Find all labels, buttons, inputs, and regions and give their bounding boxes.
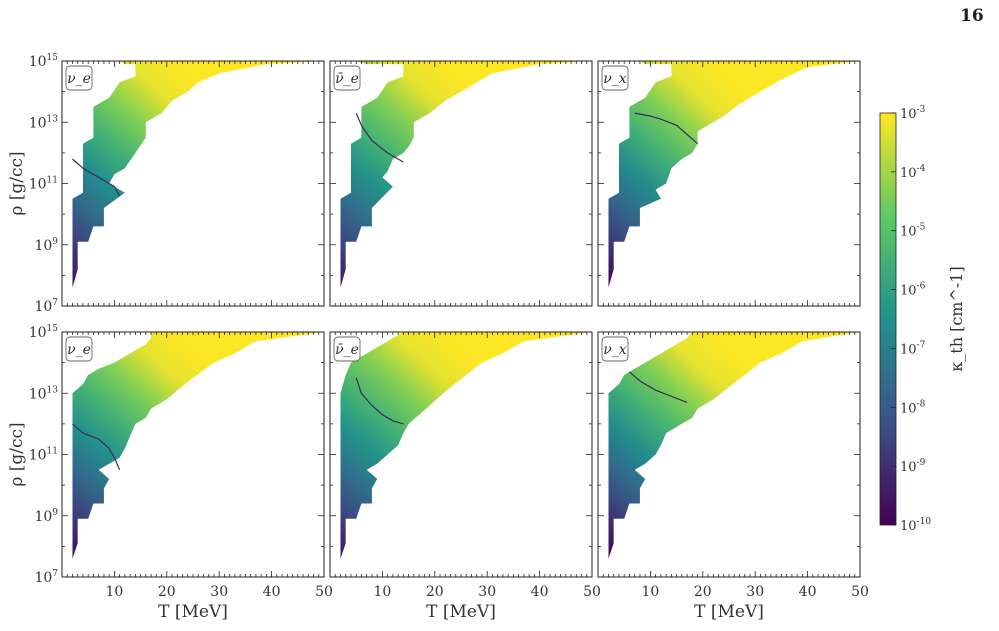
panel-3: ν_x (597, 60, 861, 307)
panel-label: ν_e (67, 71, 91, 87)
contour-line (355, 112, 404, 163)
colorbar-tick-label: 10-8 (900, 399, 926, 416)
y-tick-label: 1015 (29, 324, 59, 341)
opacity-region (608, 332, 860, 559)
colorbar: 10-3 10-4 10-5 10-6 10-7 10-8 10-9 10-10 κ_th [c… (879, 105, 966, 534)
x-tick-label: 40 (531, 584, 549, 600)
y-tick-label: 1013 (29, 114, 59, 131)
opacity-region (340, 332, 592, 559)
colorbar-tick-label: 10-7 (900, 340, 926, 357)
panel-label: ν̄_e (335, 71, 359, 87)
panel-label-box (601, 336, 629, 362)
panel-6: ν_x 10 20 30 40 50 (597, 331, 869, 600)
opacity-region (72, 332, 324, 559)
x-tick-label: 20 (158, 584, 176, 600)
page-number: 16 (960, 6, 984, 26)
panel-label: ν_e (67, 342, 91, 358)
x-tick-label: 10 (641, 584, 659, 600)
y-axis-label: ρ [g/cc] (7, 422, 27, 486)
panel-label-box (65, 65, 93, 91)
x-axis-label: T [MeV] (694, 602, 764, 622)
x-tick-label: 30 (746, 584, 764, 600)
panel-label-box (65, 336, 93, 362)
x-tick-label: 20 (426, 584, 444, 600)
x-tick-label: 40 (263, 584, 281, 600)
panel-label: ν_x (603, 342, 627, 358)
colorbar-bar (879, 112, 897, 526)
panel-2: ν̄_e (329, 60, 593, 307)
x-tick-label: 40 (799, 584, 817, 600)
colorbar-tick-label: 10-9 (900, 458, 926, 475)
x-tick-label: 30 (210, 584, 228, 600)
axis-labels: ρ [g/cc] ρ [g/cc] T [MeV] T [MeV] T [MeV] (7, 151, 764, 622)
y-tick-label: 109 (34, 508, 58, 525)
colorbar-tick-label: 10-10 (900, 517, 931, 534)
colorbar-tick-label: 10-3 (900, 105, 926, 122)
x-tick-label: 50 (583, 584, 601, 600)
panel-label-box (333, 336, 361, 362)
x-tick-label: 20 (694, 584, 712, 600)
colorbar-tick-label: 10-6 (900, 282, 926, 299)
contour-line (72, 423, 121, 471)
panel-label: ν̄_e (335, 342, 359, 358)
panel-label: ν_x (603, 71, 627, 87)
y-tick-label: 1011 (29, 447, 58, 464)
y-tick-label: 109 (34, 237, 58, 254)
y-axis-label: ρ [g/cc] (7, 151, 27, 215)
panel-label-box (333, 65, 361, 91)
x-axis-label: T [MeV] (158, 602, 228, 622)
contour-line (629, 371, 688, 403)
panel-4: ν_e 107 109 1011 1013 1015 10 20 30 40 50 (29, 324, 333, 600)
opacity-region (340, 61, 592, 288)
y-tick-label: 1015 (29, 53, 59, 70)
panel-1: ν_e 107 109 1011 1013 1015 (29, 53, 325, 315)
colorbar-tick-label: 10-4 (900, 164, 926, 181)
contour-line (634, 112, 698, 145)
panel-label-box (601, 65, 629, 91)
panel-5: ν̄_e 10 20 30 40 50 (329, 331, 601, 600)
y-tick-label: 1013 (29, 385, 59, 402)
x-tick-label: 30 (478, 584, 496, 600)
x-tick-label: 50 (315, 584, 333, 600)
x-axis-label: T [MeV] (426, 602, 496, 622)
y-tick-label: 1011 (29, 176, 58, 193)
contour-line (355, 377, 404, 425)
colorbar-tick-label: 10-5 (900, 223, 926, 240)
contour-line (72, 158, 121, 197)
x-tick-label: 10 (105, 584, 123, 600)
y-tick-label: 107 (34, 569, 58, 586)
x-tick-label: 50 (851, 584, 869, 600)
opacity-region (608, 61, 860, 288)
colorbar-label: κ_th [cm^-1] (947, 266, 966, 371)
y-tick-label: 107 (34, 298, 58, 315)
opacity-region (72, 61, 324, 288)
x-tick-label: 10 (373, 584, 391, 600)
